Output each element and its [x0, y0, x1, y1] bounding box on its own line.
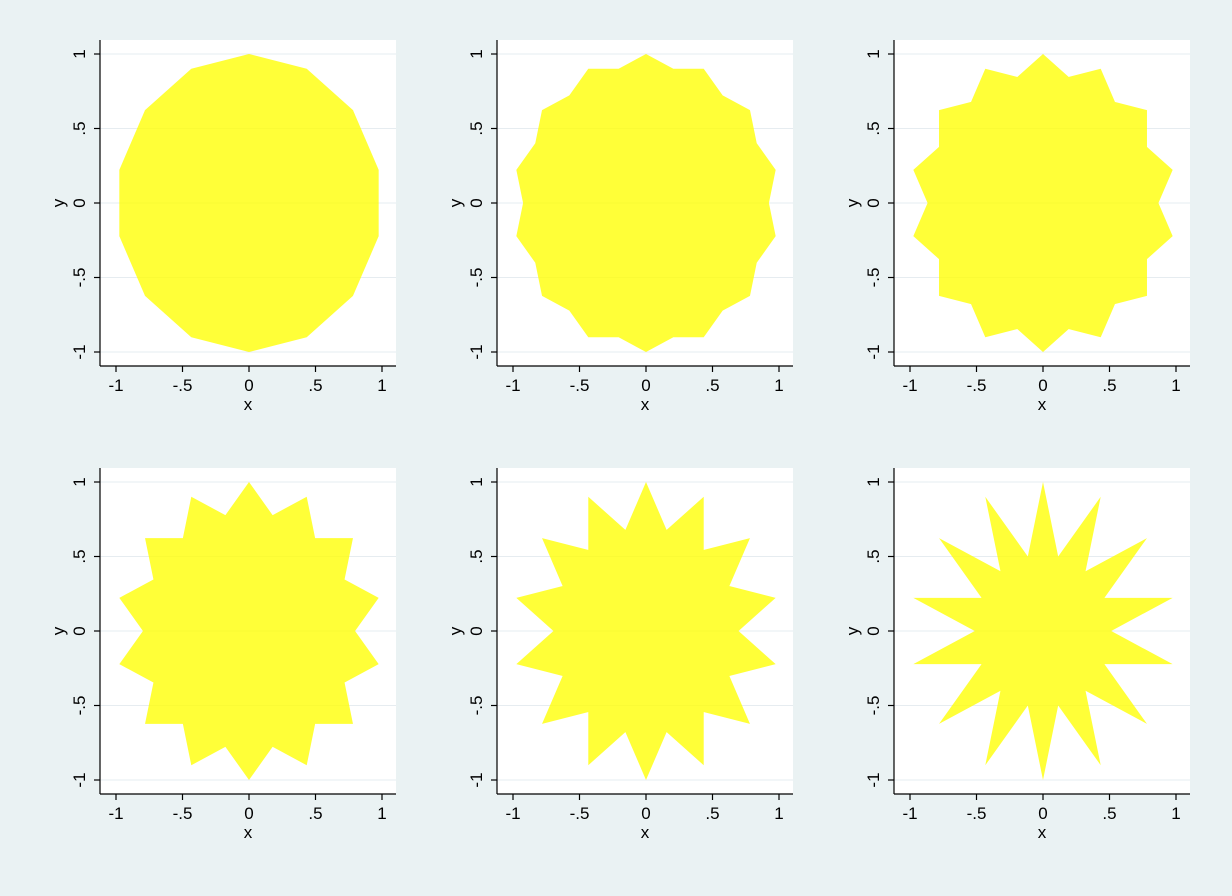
y-tick-label: 0: [467, 626, 486, 635]
y-axis-label: y: [49, 198, 68, 207]
y-axis-label: y: [446, 198, 465, 207]
y-tick-label: 1: [70, 477, 89, 486]
x-tick-label: 1: [377, 804, 386, 823]
chart-panel-1: -1 -.5 0 .5 1 x -1 -.5 0 .5 1 y: [49, 40, 396, 414]
star-shape: [913, 482, 1173, 780]
x-tick-label: .5: [308, 376, 322, 395]
star-shape: [119, 482, 379, 780]
star-shape: [913, 54, 1173, 352]
y-tick-label: 1: [864, 49, 883, 58]
x-tick-label: -.5: [173, 376, 193, 395]
y-tick-label: -1: [467, 344, 486, 359]
x-tick-label: -.5: [967, 376, 987, 395]
x-axis-label: x: [244, 395, 253, 414]
y-tick-label: .5: [864, 121, 883, 135]
chart-panel-5: -1 -.5 0 .5 1 x -1 -.5 0 .5 1 y: [446, 468, 793, 842]
y-tick-label: -.5: [864, 268, 883, 288]
x-tick-label: .5: [705, 804, 719, 823]
x-tick-label: 0: [244, 376, 253, 395]
x-tick-label: 0: [1038, 376, 1047, 395]
chart-panel-2: -1 -.5 0 .5 1 x -1 -.5 0 .5 1 y: [446, 40, 793, 414]
y-tick-label: 0: [70, 626, 89, 635]
y-tick-label: -.5: [467, 696, 486, 716]
x-tick-label: 0: [641, 804, 650, 823]
x-tick-label: 1: [377, 376, 386, 395]
x-axis-label: x: [244, 823, 253, 842]
x-tick-label: 1: [1171, 376, 1180, 395]
y-tick-label: 0: [70, 198, 89, 207]
x-tick-label: 0: [1038, 804, 1047, 823]
x-tick-label: -1: [108, 376, 123, 395]
y-tick-label: .5: [467, 121, 486, 135]
y-tick-label: 1: [467, 49, 486, 58]
x-tick-label: 1: [774, 376, 783, 395]
chart-panel-3: -1 -.5 0 .5 1 x -1 -.5 0 .5 1 y: [843, 40, 1190, 414]
y-tick-label: -1: [70, 772, 89, 787]
x-tick-label: -1: [505, 376, 520, 395]
x-tick-label: -.5: [967, 804, 987, 823]
x-tick-label: -1: [108, 804, 123, 823]
x-tick-label: 1: [774, 804, 783, 823]
y-tick-label: 0: [864, 198, 883, 207]
x-tick-label: 0: [641, 376, 650, 395]
y-axis-label: y: [49, 626, 68, 635]
chart-panel-6: -1 -.5 0 .5 1 x -1 -.5 0 .5 1 y: [843, 468, 1190, 842]
star-shape: [516, 482, 776, 780]
y-tick-label: -1: [467, 772, 486, 787]
chart-panel-4: -1 -.5 0 .5 1 x -1 -.5 0 .5 1 y: [49, 468, 396, 842]
x-tick-label: 1: [1171, 804, 1180, 823]
y-tick-label: -.5: [864, 696, 883, 716]
x-axis-label: x: [641, 823, 650, 842]
y-tick-label: 1: [467, 477, 486, 486]
x-tick-label: -.5: [570, 376, 590, 395]
x-axis-label: x: [1038, 823, 1047, 842]
x-tick-label: .5: [1102, 376, 1116, 395]
x-tick-label: -1: [902, 804, 917, 823]
y-tick-label: .5: [70, 121, 89, 135]
x-tick-label: -.5: [173, 804, 193, 823]
y-axis-label: y: [446, 626, 465, 635]
y-tick-label: -1: [864, 344, 883, 359]
y-tick-label: 0: [467, 198, 486, 207]
y-axis-label: y: [843, 198, 862, 207]
y-tick-label: .5: [70, 549, 89, 563]
y-axis-label: y: [843, 626, 862, 635]
star-shape: [119, 54, 379, 352]
x-axis-label: x: [1038, 395, 1047, 414]
x-axis-label: x: [641, 395, 650, 414]
star-shape: [516, 54, 776, 352]
y-tick-label: -.5: [70, 696, 89, 716]
y-tick-label: -.5: [70, 268, 89, 288]
y-tick-label: 0: [864, 626, 883, 635]
x-tick-label: .5: [1102, 804, 1116, 823]
x-tick-label: -.5: [570, 804, 590, 823]
x-tick-label: .5: [308, 804, 322, 823]
y-tick-label: -.5: [467, 268, 486, 288]
y-tick-label: 1: [864, 477, 883, 486]
y-tick-label: 1: [70, 49, 89, 58]
x-tick-label: .5: [705, 376, 719, 395]
y-tick-label: -1: [70, 344, 89, 359]
y-tick-label: -1: [864, 772, 883, 787]
x-tick-label: -1: [505, 804, 520, 823]
y-tick-label: .5: [864, 549, 883, 563]
x-tick-label: -1: [902, 376, 917, 395]
x-tick-label: 0: [244, 804, 253, 823]
y-tick-label: .5: [467, 549, 486, 563]
